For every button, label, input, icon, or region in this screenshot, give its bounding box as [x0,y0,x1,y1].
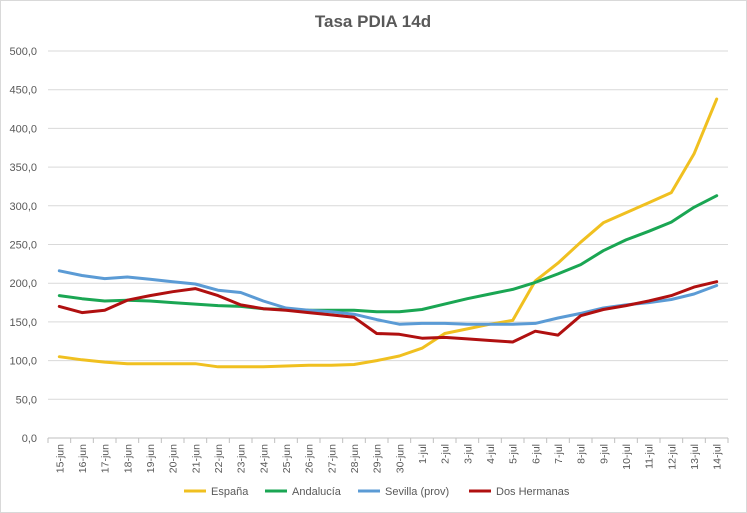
x-tick-label: 20-jun [168,444,180,473]
y-tick-label: 200,0 [9,278,37,290]
series-line-espana [57,97,719,369]
legend-label: España [211,486,249,498]
y-tick-label: 450,0 [9,85,37,97]
x-axis-ticks: 15-jun 16-jun 17-jun 18-jun 19-jun 20-jun 21-j… [47,438,729,473]
x-tick-label: 16-jun [77,444,89,473]
y-axis-ticks: 0,0 50,0 100,0 150,0 200,0 250,0 300,0 350,0 400… [9,46,37,445]
x-tick-label: 23-jun [236,444,248,473]
x-tick-label: 19-jun [145,444,157,473]
legend: España Andalucía Sevilla (prov) Dos Hermana… [184,486,570,498]
x-tick-label: 12-jul [666,444,678,470]
grid [48,50,728,439]
x-tick-label: 15-jun [54,444,66,473]
legend-label: Sevilla (prov) [385,486,449,498]
x-tick-label: 17-jun [100,444,112,473]
x-tick-label: 3-jul [462,444,474,464]
x-tick-label: 13-jul [689,444,701,470]
legend-label: Andalucía [292,486,342,498]
x-tick-label: 4-jul [485,444,497,464]
x-tick-label: 6-jul [530,444,542,464]
x-tick-label: 30-jun [394,444,406,473]
x-tick-label: 25-jun [281,444,293,473]
y-tick-label: 350,0 [9,162,37,174]
y-tick-label: 0,0 [22,433,37,445]
x-tick-label: 21-jun [190,444,202,473]
x-tick-label: 14-jul [712,444,724,470]
x-tick-label: 8-jul [576,444,588,464]
y-tick-label: 100,0 [9,356,37,368]
x-tick-label: 27-jun [326,444,338,473]
chart-title: Tasa PDIA 14d [315,12,431,31]
series-line-andalucia [57,194,719,314]
x-tick-label: 9-jul [598,444,610,464]
y-tick-label: 250,0 [9,240,37,252]
legend-label: Dos Hermanas [496,486,570,498]
x-tick-label: 26-jun [304,444,316,473]
x-tick-label: 18-jun [122,444,134,473]
y-tick-label: 500,0 [9,46,37,58]
series-lines [57,97,719,369]
x-tick-label: 22-jun [213,444,225,473]
y-tick-label: 400,0 [9,123,37,135]
y-tick-label: 50,0 [16,394,37,406]
x-tick-label: 28-jun [349,444,361,473]
x-tick-label: 11-jul [644,444,656,469]
x-tick-label: 29-jun [372,444,384,473]
x-tick-label: 10-jul [621,444,633,470]
x-tick-label: 2-jul [440,444,452,464]
y-tick-label: 150,0 [9,317,37,329]
series-line-sevilla-prov [57,269,719,326]
x-tick-label: 5-jul [508,444,520,464]
x-tick-label: 24-jun [258,444,270,473]
y-tick-label: 300,0 [9,201,37,213]
x-tick-label: 7-jul [553,444,565,464]
x-tick-label: 1-jul [417,444,429,464]
series-line-dos-hermanas [57,280,719,344]
